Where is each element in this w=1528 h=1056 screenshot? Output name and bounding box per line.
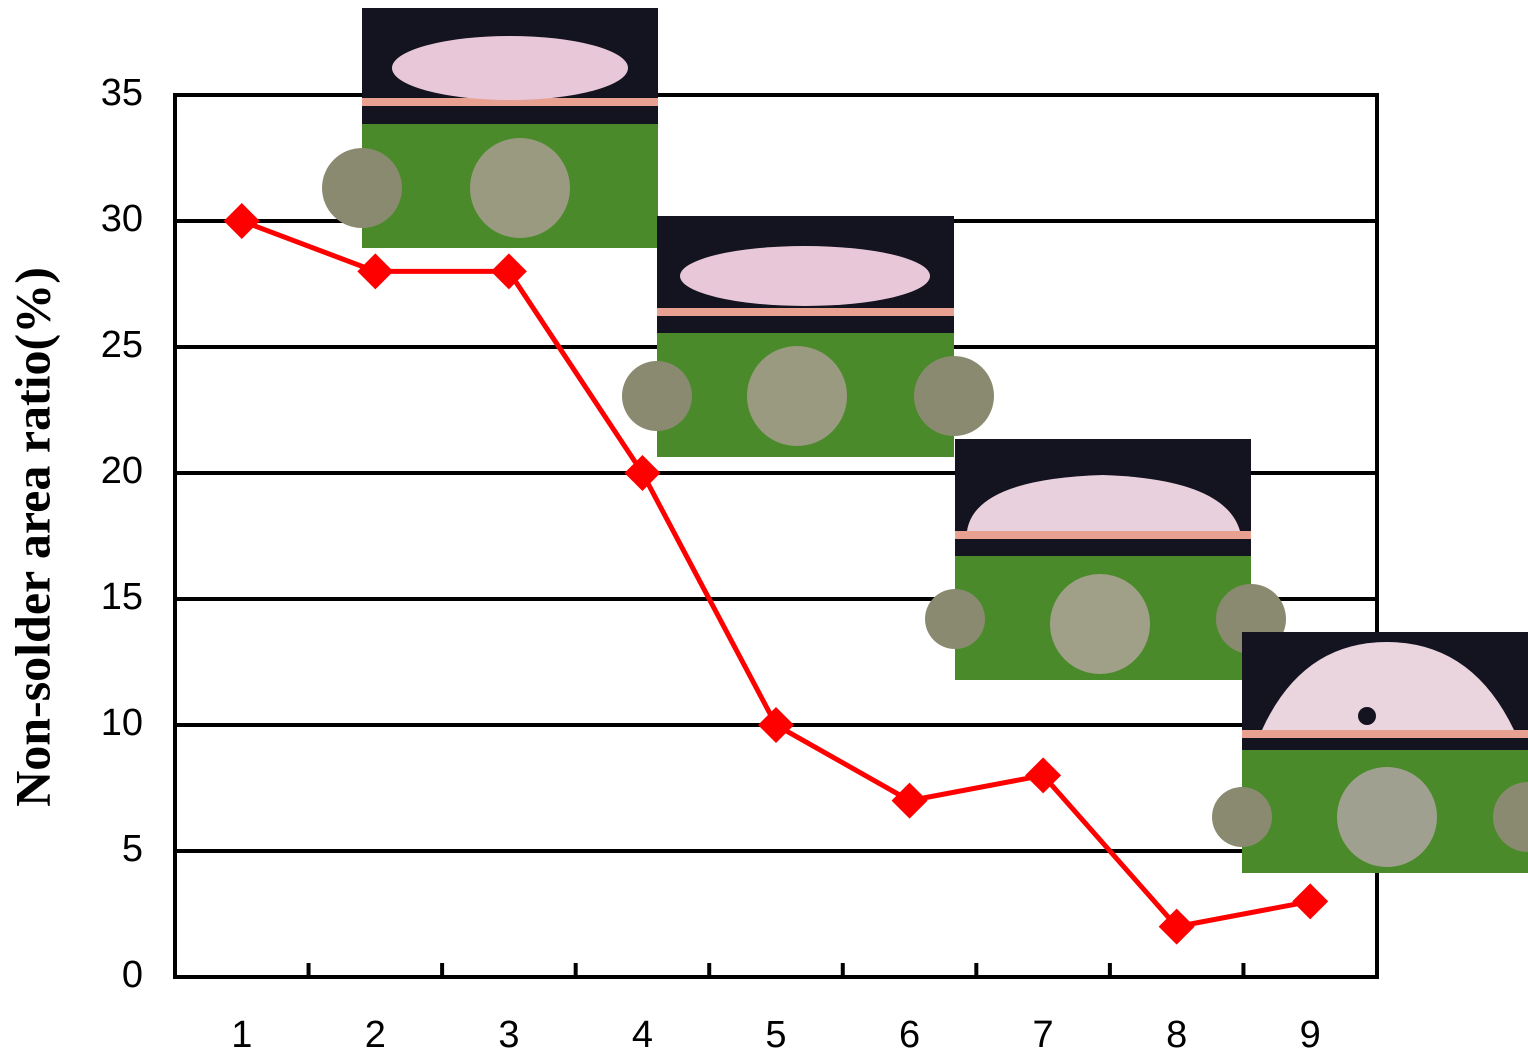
data-point <box>624 455 661 491</box>
data-point <box>1025 757 1062 794</box>
data-layer: 1 2 3 4 5 6 7 8 9 <box>223 203 1329 1056</box>
data-point <box>357 253 394 290</box>
y-tick-label: 25 <box>101 324 143 366</box>
x-tick-label: 3 <box>498 1014 519 1056</box>
x-tick-label: 9 <box>1300 1014 1321 1056</box>
photo-insets <box>322 8 1528 873</box>
data-point <box>490 253 527 290</box>
photo-inset <box>322 8 658 248</box>
x-tick-label: 6 <box>899 1014 920 1056</box>
x-tick-label: 7 <box>1033 1014 1054 1056</box>
data-point <box>1292 883 1329 920</box>
data-point <box>891 782 928 819</box>
y-tick-label: 0 <box>122 954 143 996</box>
y-tick-label: 10 <box>101 702 143 744</box>
y-tick-label: 35 <box>101 72 143 114</box>
data-point <box>223 203 260 239</box>
x-tick-label: 2 <box>365 1014 386 1056</box>
x-tick-label: 4 <box>632 1014 653 1056</box>
y-tick-label: 5 <box>122 828 143 870</box>
y-tick-label: 15 <box>101 576 143 618</box>
data-point <box>758 707 794 743</box>
y-axis-label: Non-solder area ratio(%) <box>4 267 60 807</box>
photo-inset <box>1212 632 1528 873</box>
photo-inset <box>925 439 1286 680</box>
x-tick-label: 1 <box>231 1014 252 1056</box>
x-tick-label: 5 <box>765 1014 786 1056</box>
plot-frame <box>173 93 1379 979</box>
photo-inset <box>622 216 994 457</box>
y-tick-label: 20 <box>101 450 143 492</box>
x-tick-label: 8 <box>1166 1014 1187 1056</box>
data-point <box>1158 908 1195 945</box>
y-tick-label: 30 <box>101 198 143 240</box>
